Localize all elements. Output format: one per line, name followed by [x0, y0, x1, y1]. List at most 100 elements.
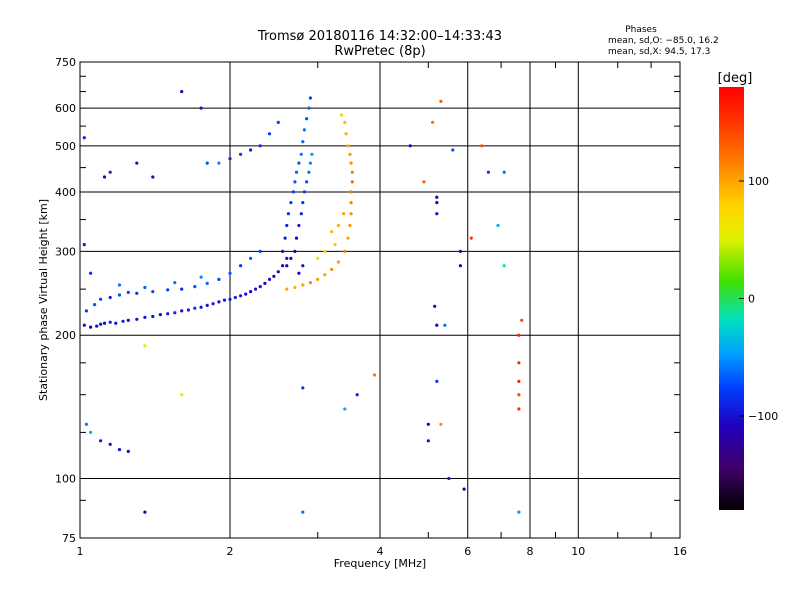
echo-point: [186, 308, 190, 312]
echo-point: [340, 113, 344, 117]
echo-point: [297, 271, 301, 275]
echo-point: [135, 291, 139, 295]
echo-point: [343, 120, 347, 124]
echo-point: [517, 407, 521, 411]
echo-point: [435, 212, 439, 216]
echo-point: [451, 148, 455, 152]
echo-point: [349, 190, 353, 194]
echo-point: [173, 311, 177, 315]
y-axis-label: Stationary phase Virtual Height [km]: [37, 199, 50, 401]
echo-point: [199, 275, 203, 279]
echo-point: [348, 152, 352, 156]
echo-point: [117, 293, 122, 297]
echo-point: [307, 170, 311, 174]
echo-point: [294, 170, 299, 174]
echo-point: [302, 128, 306, 132]
echo-point: [517, 510, 521, 514]
echo-point: [299, 212, 303, 216]
echo-point: [143, 285, 147, 290]
echo-point: [180, 309, 184, 313]
phase-stats-heading: Phases: [625, 25, 657, 35]
x-axis-ticks: 1 2 4 6 8 10 16: [77, 62, 687, 558]
echo-point: [308, 281, 312, 285]
echo-point: [447, 476, 451, 481]
echo-point: [426, 439, 430, 443]
echo-point: [173, 281, 177, 285]
echo-point: [348, 223, 352, 228]
echo-point: [301, 201, 305, 205]
echo-point: [301, 264, 305, 268]
echo-point: [283, 236, 287, 240]
echo-point: [228, 157, 232, 161]
echo-point: [293, 285, 297, 290]
y-tick-label: 300: [55, 245, 76, 258]
echo-point: [302, 190, 306, 194]
echo-point: [89, 430, 93, 434]
y-tick-label: 400: [55, 186, 76, 199]
echo-point: [126, 449, 130, 453]
echo-point: [316, 256, 320, 260]
echo-point: [301, 283, 305, 287]
echo-point: [199, 305, 203, 309]
echo-point: [158, 313, 162, 317]
echo-point: [180, 393, 184, 397]
echo-point: [286, 212, 290, 216]
echo-point: [228, 271, 232, 275]
echo-point: [93, 303, 97, 307]
y-tick-label: 750: [55, 56, 76, 69]
echo-point: [336, 260, 340, 264]
echo-point: [517, 333, 521, 337]
echo-point: [439, 422, 443, 426]
echo-point: [285, 223, 289, 228]
echo-point: [291, 190, 295, 194]
echo-point: [99, 297, 103, 301]
echo-point: [249, 256, 253, 260]
echo-point: [239, 294, 243, 298]
echo-point: [239, 152, 243, 156]
echo-point: [285, 264, 289, 268]
echo-point: [346, 144, 350, 148]
phase-stats-o: mean, sd,O: −85.0, 16.2: [608, 36, 719, 46]
echo-point: [350, 180, 354, 184]
echo-point: [350, 170, 354, 174]
echo-point: [285, 287, 289, 291]
echo-point: [349, 201, 353, 205]
echo-point: [258, 285, 262, 289]
echo-point: [342, 212, 346, 216]
data-points: [82, 90, 524, 514]
echo-point: [222, 298, 227, 302]
echo-point: [458, 264, 462, 268]
echo-point: [517, 379, 521, 383]
echo-point: [336, 223, 340, 228]
echo-point: [276, 120, 280, 124]
echo-point: [249, 148, 253, 152]
echo-point: [239, 264, 243, 268]
echo-point: [143, 344, 147, 348]
echo-point: [117, 448, 122, 452]
echo-point: [502, 264, 506, 268]
echo-point: [82, 323, 86, 327]
x-tick-label: 1: [77, 545, 84, 558]
echo-point: [458, 249, 462, 253]
y-tick-label: 100: [55, 473, 76, 486]
echo-point: [469, 236, 473, 240]
echo-point: [205, 281, 209, 285]
echo-point: [346, 236, 350, 240]
echo-point: [289, 256, 293, 260]
echo-point: [355, 393, 359, 397]
colorbar-tick-label: −100: [748, 410, 778, 423]
plot-area: 1 2 4 6 8 10 16 75 100 200 300 400 500 600 750: [55, 56, 687, 558]
echo-point: [305, 117, 309, 121]
x-axis-label: Frequency [MHz]: [334, 557, 426, 570]
echo-point: [502, 170, 506, 174]
echo-point: [305, 180, 309, 184]
y-tick-label: 200: [55, 329, 76, 342]
echo-point: [166, 312, 170, 316]
echo-point: [435, 379, 439, 383]
chart-subtitle: RwPretec (8p): [334, 44, 425, 59]
plot-frame: [79, 61, 681, 539]
echo-point: [199, 106, 203, 110]
echo-point: [301, 386, 305, 390]
echo-point: [372, 373, 377, 377]
echo-point: [253, 287, 258, 291]
